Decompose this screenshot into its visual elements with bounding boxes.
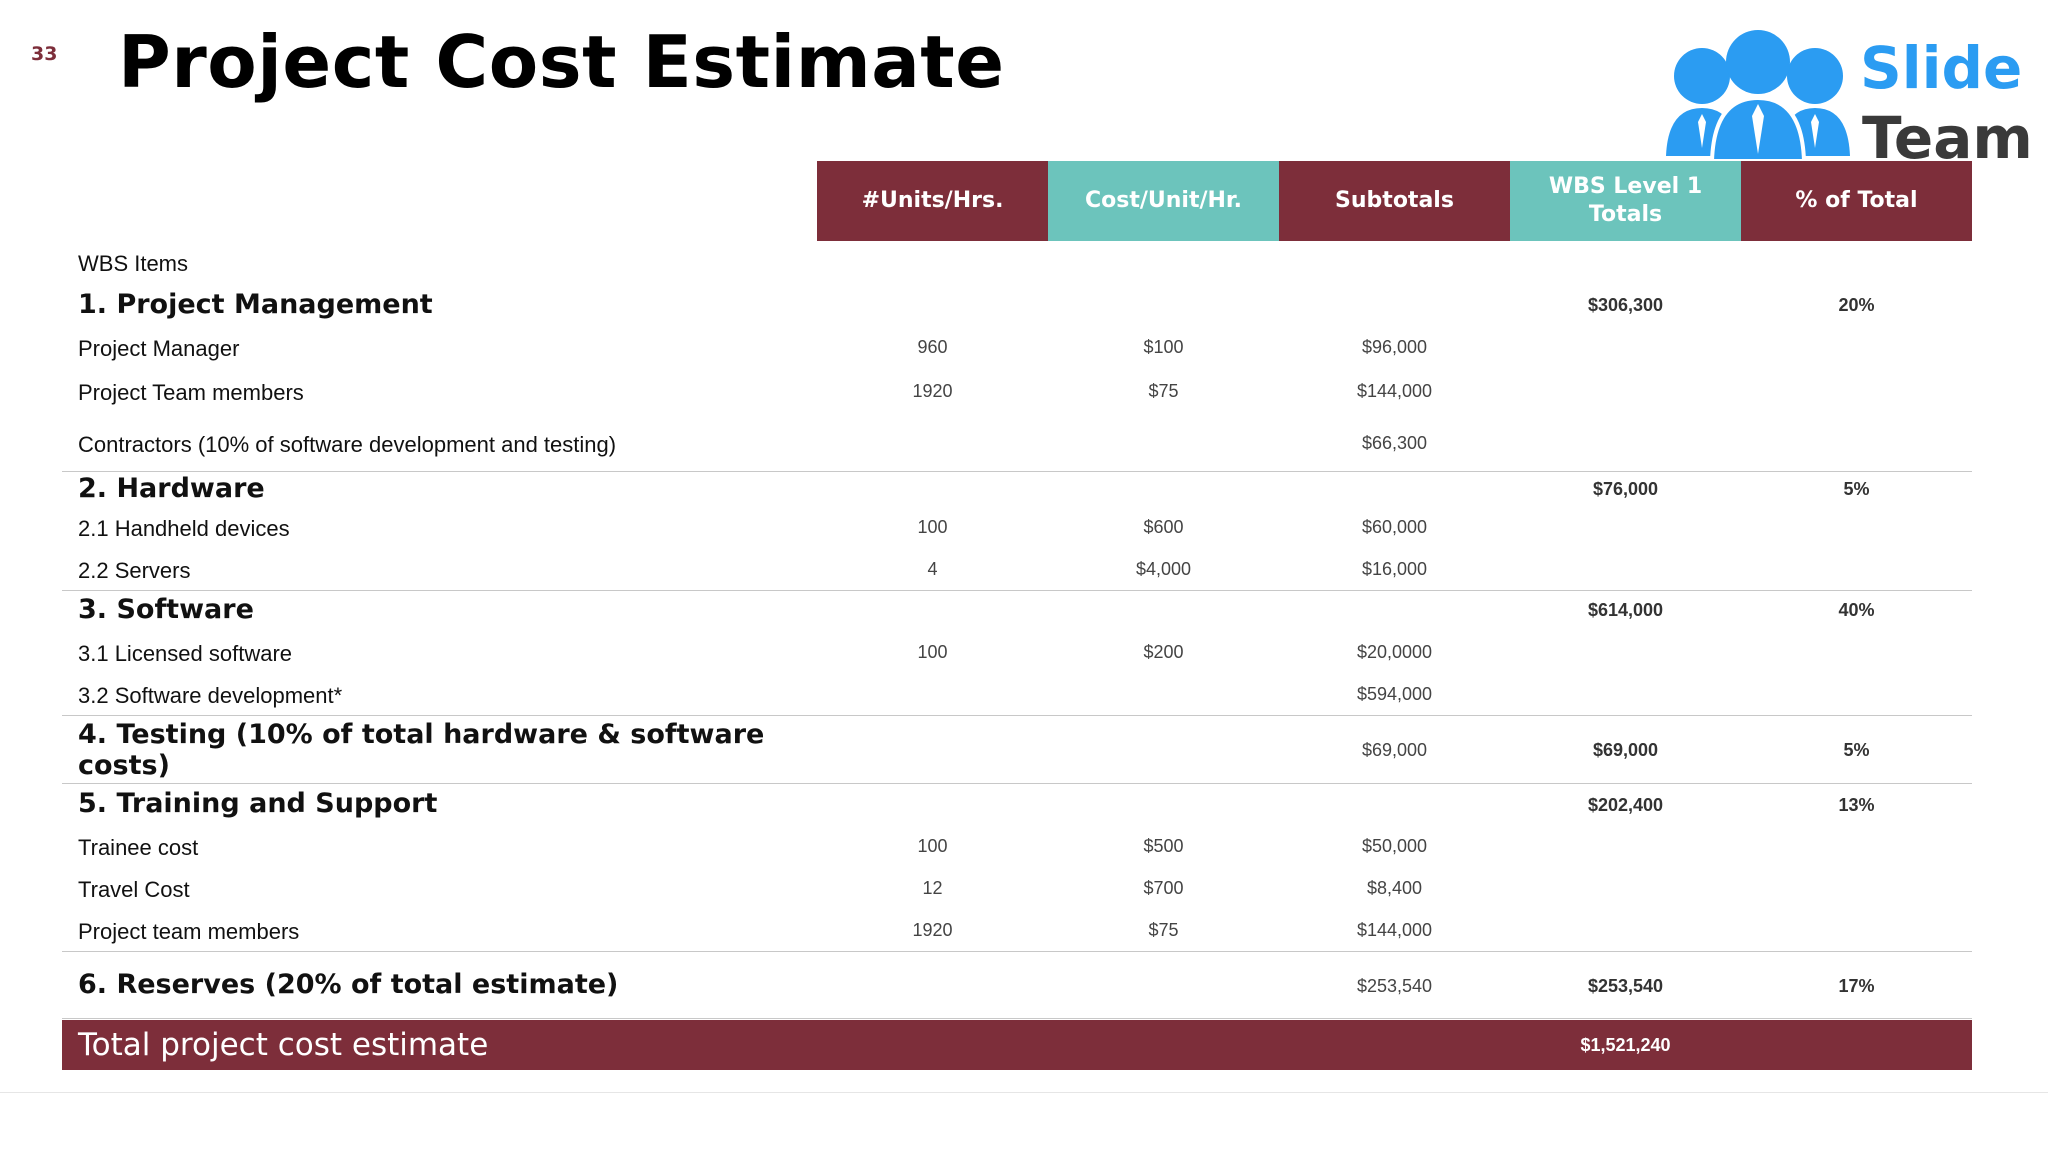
item-units: 1920	[912, 920, 953, 940]
section-title: 6. Reserves (20% of total estimate)	[78, 969, 619, 1000]
section-title: 5. Training and Support	[78, 788, 438, 819]
item-cost: $75	[1148, 920, 1179, 940]
item-subtotal: $8,400	[1366, 878, 1423, 898]
item-units: 1920	[912, 381, 953, 401]
section-percent: 13%	[1838, 795, 1875, 815]
item-label: 3.1 Licensed software	[78, 641, 293, 666]
item-label: Project team members	[78, 919, 300, 944]
section-total: $76,000	[1592, 479, 1659, 499]
section-title-line1: 4. Testing (10% of total hardware & soft…	[78, 719, 765, 750]
section-total: $306,300	[1587, 295, 1664, 315]
slideteam-logo: Slide Team	[1660, 26, 2033, 172]
item-subtotal: $144,000	[1356, 920, 1433, 940]
item-units: 100	[917, 836, 948, 856]
item-cost: $600	[1143, 517, 1184, 537]
total-row	[62, 1020, 1972, 1070]
section-total: $202,400	[1587, 795, 1664, 815]
item-cost: $100	[1143, 337, 1184, 357]
row-divider	[62, 951, 1972, 952]
item-subtotal: $50,000	[1361, 836, 1428, 856]
item-subtotal: $20,0000	[1356, 642, 1433, 662]
item-units: 960	[917, 337, 948, 357]
item-label: Contractors (10% of software development…	[78, 432, 617, 457]
item-label: Project Team members	[78, 380, 304, 405]
item-units: 100	[917, 642, 948, 662]
section-title: 2. Hardware	[78, 473, 265, 504]
row-divider	[62, 590, 1972, 591]
item-label: Travel Cost	[78, 877, 190, 902]
item-subtotal: $16,000	[1361, 559, 1428, 579]
section-title: 1. Project Management	[78, 289, 433, 320]
section-percent: 20%	[1838, 295, 1875, 315]
section-subtotal: $253,540	[1356, 976, 1433, 996]
row-divider	[62, 471, 1972, 472]
item-cost: $200	[1143, 642, 1184, 662]
item-subtotal: $60,000	[1361, 517, 1428, 537]
header-subtotals: Subtotals	[1279, 161, 1510, 241]
header-wbs-level1-totals: WBS Level 1 Totals	[1510, 161, 1741, 241]
header-units: #Units/Hrs.	[817, 161, 1048, 241]
row-divider	[62, 783, 1972, 784]
section-percent: 17%	[1838, 976, 1875, 996]
logo-text-team: Team	[1862, 104, 2033, 172]
logo-text-slide: Slide	[1860, 34, 2023, 102]
item-subtotal: $594,000	[1356, 684, 1433, 704]
slide-bottom-border	[0, 1092, 2048, 1093]
section-percent: 5%	[1843, 740, 1870, 760]
section-total: $253,540	[1587, 976, 1664, 996]
header-cost-per-unit: Cost/Unit/Hr.	[1048, 161, 1279, 241]
section-title-line2: costs)	[78, 750, 170, 781]
section-subtotal: $69,000	[1361, 740, 1428, 760]
item-label: 3.2 Software development*	[78, 683, 343, 708]
item-cost: $4,000	[1135, 559, 1192, 579]
wbs-items-label: WBS Items	[78, 251, 189, 276]
section-total: $614,000	[1587, 600, 1664, 620]
slide-title: Project Cost Estimate	[118, 20, 1005, 104]
item-subtotal: $96,000	[1361, 337, 1428, 357]
header-percent-total: % of Total	[1741, 161, 1972, 241]
item-label: Project Manager	[78, 336, 240, 361]
item-label: 2.1 Handheld devices	[78, 516, 290, 541]
item-subtotal: $66,300	[1361, 433, 1428, 453]
people-logo-icon	[1666, 30, 1850, 163]
section-percent: 5%	[1843, 479, 1870, 499]
row-divider	[62, 715, 1972, 716]
item-label: Trainee cost	[78, 835, 199, 860]
item-cost: $75	[1148, 381, 1179, 401]
item-subtotal: $144,000	[1356, 381, 1433, 401]
item-units: 100	[917, 517, 948, 537]
total-label: Total project cost estimate	[78, 1027, 489, 1063]
section-title: 4. Testing (10% of total hardware & soft…	[78, 719, 764, 781]
item-units: 12	[922, 878, 943, 898]
section-total: $69,000	[1592, 740, 1659, 760]
item-cost: $500	[1143, 836, 1184, 856]
row-divider	[62, 1018, 1972, 1019]
item-label: 2.2 Servers	[78, 558, 191, 583]
item-units: 4	[927, 559, 938, 579]
item-cost: $700	[1143, 878, 1184, 898]
section-percent: 40%	[1838, 600, 1875, 620]
total-value: $1,521,240	[1580, 1035, 1671, 1055]
section-title: 3. Software	[78, 594, 254, 625]
slide-number: 33	[31, 43, 58, 65]
